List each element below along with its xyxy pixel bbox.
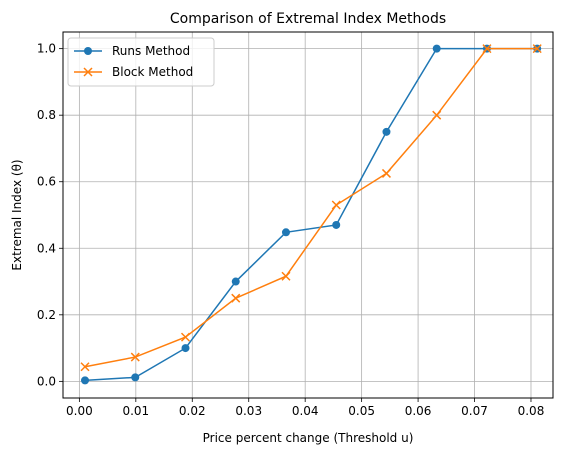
legend-swatch-marker: [83, 67, 93, 77]
block-method-point: [381, 168, 391, 178]
y-tick-label: 0.2: [37, 308, 56, 322]
block-method-point: [231, 293, 241, 303]
x-tick-label: 0.08: [518, 404, 545, 418]
x-tick-label: 0.06: [405, 404, 432, 418]
runs-method-point: [231, 277, 240, 286]
runs-method-point: [382, 127, 391, 136]
block-method-point: [130, 352, 140, 362]
y-tick-label: 1.0: [37, 42, 56, 56]
x-tick-label: 0.07: [461, 404, 488, 418]
block-method-point: [180, 332, 191, 342]
series-layer: [80, 44, 542, 385]
chart-title: Comparison of Extremal Index Methods: [170, 11, 446, 27]
runs-method-line: [84, 47, 538, 382]
grid: [63, 32, 553, 398]
runs-method-point: [81, 376, 90, 385]
x-tick-label: 0.05: [348, 404, 375, 418]
series-block-method: [80, 44, 542, 372]
plot-frame: [62, 31, 554, 399]
series-runs-method: [81, 44, 542, 385]
y-tick-label: 0.0: [37, 374, 56, 388]
x-axis-label: Price percent change (Threshold u): [203, 431, 414, 445]
block-method-point: [532, 44, 542, 54]
legend-entry-block-method: Block Method: [74, 65, 193, 79]
y-tick-label: 0.8: [37, 108, 56, 122]
x-tick-label: 0.00: [66, 404, 93, 418]
x-tick-label: 0.01: [122, 404, 149, 418]
runs-method-point: [332, 220, 341, 229]
y-axis-ticks: 0.0 0.2 0.4 0.6 0.8 1.0: [37, 42, 63, 388]
block-method-point: [281, 271, 291, 281]
x-tick-label: 0.03: [235, 404, 262, 418]
runs-method-point: [281, 228, 290, 237]
runs-method-point: [432, 44, 441, 53]
block-method-point: [331, 200, 341, 210]
legend-box: [67, 37, 215, 87]
x-tick-label: 0.02: [179, 404, 206, 418]
runs-method-point: [131, 373, 140, 382]
x-axis-ticks: 0.00 0.01 0.02 0.03 0.04 0.05 0.06 0.07 0.08: [66, 398, 544, 418]
block-method-line: [84, 47, 538, 368]
block-method-point: [432, 110, 442, 120]
legend-swatch-marker: [84, 47, 92, 55]
block-method-point: [80, 362, 90, 372]
legend-label: Runs Method: [112, 44, 190, 58]
legend-entry-runs-method: Runs Method: [74, 44, 190, 58]
block-method-point: [482, 44, 492, 54]
x-tick-label: 0.04: [292, 404, 319, 418]
y-tick-label: 0.6: [37, 175, 56, 189]
y-tick-label: 0.4: [37, 241, 56, 255]
legend-label: Block Method: [112, 65, 193, 79]
legend: Runs Method Block Method: [67, 37, 215, 87]
runs-method-point: [181, 344, 190, 353]
y-axis-label: Extremal Index (θ): [10, 159, 24, 270]
